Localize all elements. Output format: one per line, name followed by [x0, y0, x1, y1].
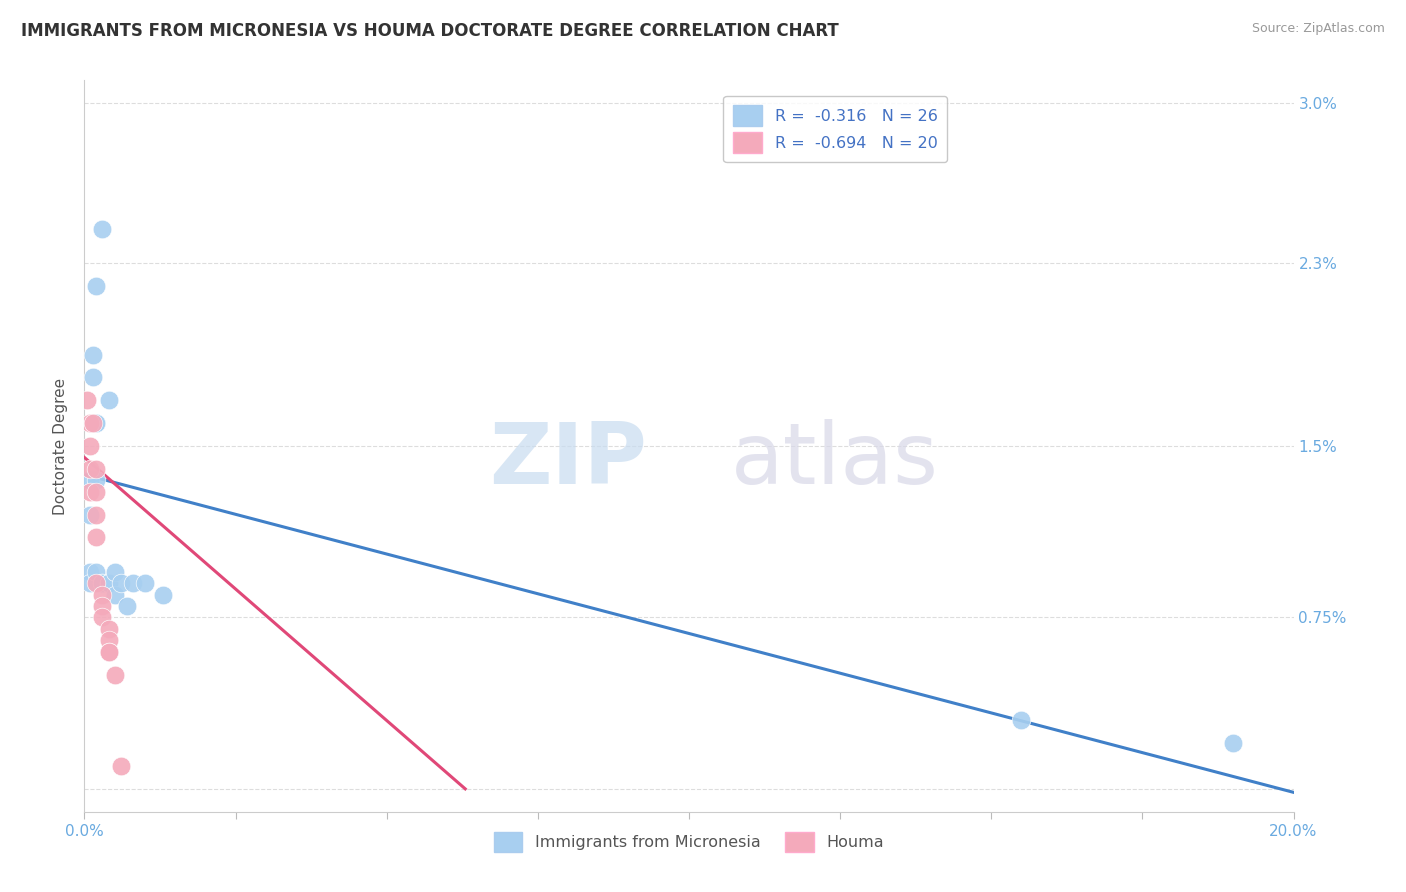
Point	[79, 473, 101, 487]
Point	[110, 759, 132, 773]
Point	[91, 222, 114, 236]
Point	[104, 565, 127, 579]
Point	[76, 393, 98, 408]
Point	[110, 576, 132, 591]
Point	[82, 370, 104, 384]
Point	[97, 622, 120, 636]
Point	[97, 576, 120, 591]
Point	[79, 416, 101, 430]
Point	[91, 599, 114, 613]
Point	[115, 599, 138, 613]
Point	[86, 530, 108, 544]
Point	[82, 416, 104, 430]
Point	[86, 416, 108, 430]
Y-axis label: Doctorate Degree: Doctorate Degree	[53, 377, 69, 515]
Point	[97, 645, 120, 659]
Point	[86, 279, 108, 293]
Point	[134, 576, 156, 591]
Point	[86, 484, 108, 499]
Point	[86, 576, 108, 591]
Text: ZIP: ZIP	[489, 419, 647, 502]
Point	[79, 439, 101, 453]
Point	[86, 462, 108, 476]
Point	[79, 508, 101, 522]
Legend: Immigrants from Micronesia, Houma: Immigrants from Micronesia, Houma	[488, 825, 890, 859]
Point	[1011, 714, 1033, 728]
Point	[86, 416, 108, 430]
Point	[97, 576, 120, 591]
Text: IMMIGRANTS FROM MICRONESIA VS HOUMA DOCTORATE DEGREE CORRELATION CHART: IMMIGRANTS FROM MICRONESIA VS HOUMA DOCT…	[21, 22, 839, 40]
Point	[104, 667, 127, 681]
Point	[79, 576, 101, 591]
Point	[79, 565, 101, 579]
Point	[97, 633, 120, 648]
Text: atlas: atlas	[731, 419, 939, 502]
Point	[1222, 736, 1244, 750]
Point	[91, 588, 114, 602]
Point	[97, 393, 120, 408]
Point	[79, 484, 101, 499]
Point	[82, 348, 104, 362]
Text: Source: ZipAtlas.com: Source: ZipAtlas.com	[1251, 22, 1385, 36]
Point	[121, 576, 143, 591]
Point	[104, 588, 127, 602]
Point	[91, 576, 114, 591]
Point	[91, 576, 114, 591]
Point	[79, 462, 101, 476]
Point	[86, 565, 108, 579]
Point	[152, 588, 174, 602]
Point	[91, 610, 114, 624]
Point	[86, 473, 108, 487]
Point	[86, 508, 108, 522]
Point	[97, 645, 120, 659]
